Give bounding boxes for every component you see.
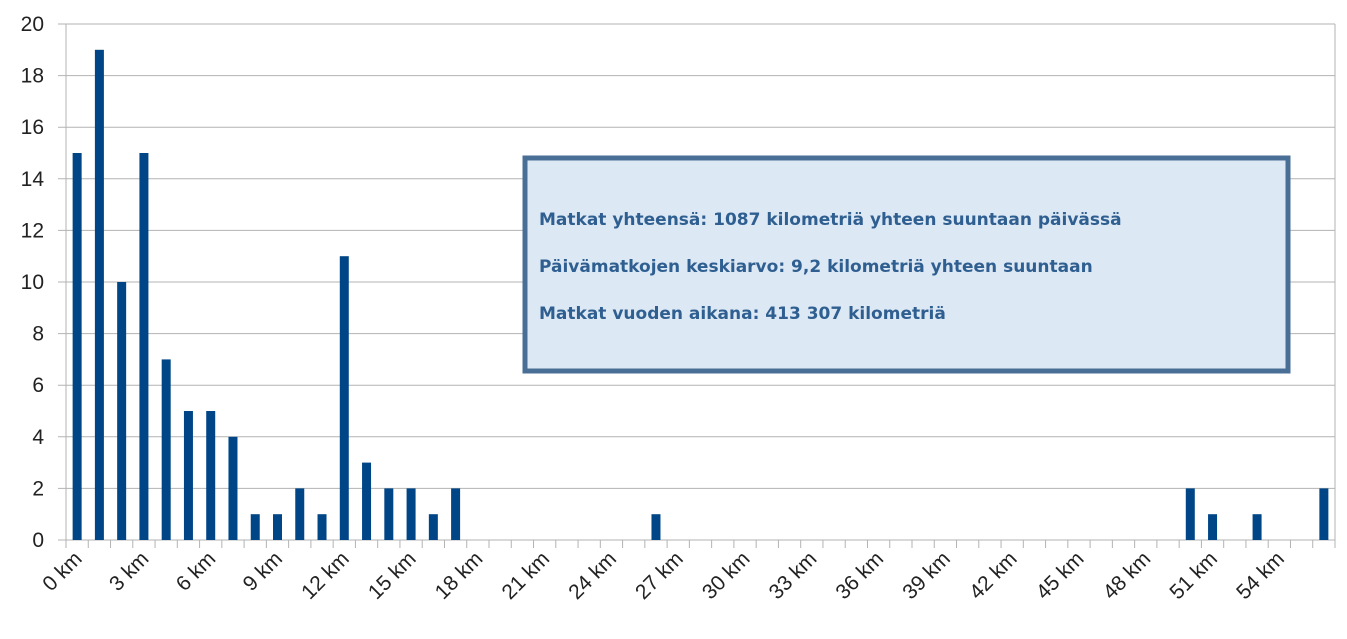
x-tick-label: 42 km — [965, 547, 1022, 604]
x-tick-label: 6 km — [172, 547, 220, 595]
y-tick-label: 14 — [21, 168, 45, 191]
y-tick-label: 10 — [21, 271, 44, 294]
bar — [183, 411, 193, 540]
bar — [317, 514, 327, 540]
y-tick-label: 0 — [32, 529, 44, 552]
x-tick-label: 27 km — [631, 547, 688, 604]
y-tick-label: 12 — [21, 219, 44, 242]
bar — [161, 359, 171, 540]
x-tick-label: 21 km — [497, 547, 554, 604]
x-tick-label: 12 km — [297, 547, 354, 604]
x-tick-label: 33 km — [765, 547, 822, 604]
bar — [651, 514, 661, 540]
bar — [384, 488, 394, 540]
x-tick-label: 48 km — [1099, 547, 1156, 604]
x-tick-label: 51 km — [1165, 547, 1222, 604]
x-tick-label: 24 km — [564, 547, 621, 604]
x-tick-label: 36 km — [831, 547, 888, 604]
y-tick-label: 2 — [32, 477, 44, 500]
y-tick-label: 4 — [32, 426, 44, 449]
y-tick-label: 18 — [21, 65, 44, 88]
annotation: Päivämatkojen keskiarvo: 9,2 kilometriä … — [539, 257, 1093, 277]
bar — [1319, 488, 1329, 540]
x-tick-label: 3 km — [105, 547, 153, 595]
annotation: Matkat vuoden aikana: 413 307 kilometriä — [539, 304, 946, 324]
bar — [1208, 514, 1218, 540]
x-tick-label: 18 km — [431, 547, 488, 604]
bar — [72, 153, 82, 540]
x-tick-label: 39 km — [898, 547, 955, 604]
bar — [273, 514, 282, 540]
y-tick-label: 20 — [21, 13, 44, 36]
bar — [250, 514, 260, 540]
bar — [206, 411, 216, 540]
x-tick-label: 30 km — [698, 547, 755, 604]
bar — [117, 282, 127, 540]
y-tick-label: 8 — [32, 323, 44, 346]
annotation-box — [522, 155, 1291, 374]
y-tick-label: 16 — [21, 116, 44, 139]
x-tick-label: 9 km — [239, 547, 287, 595]
bar — [1252, 514, 1262, 540]
y-tick-label: 6 — [32, 374, 44, 397]
bar — [94, 49, 104, 541]
bar — [295, 488, 305, 540]
x-tick-label: 0 km — [38, 547, 86, 595]
bar — [228, 436, 238, 540]
x-tick-label: 45 km — [1032, 547, 1089, 604]
x-tick-label: 15 km — [364, 547, 421, 604]
bar — [1185, 488, 1195, 540]
bar — [406, 488, 416, 540]
bar — [139, 153, 149, 540]
bar — [362, 462, 372, 540]
bar — [428, 514, 438, 540]
annotation: Matkat yhteensä: 1087 kilometriä yhteen … — [539, 210, 1122, 230]
x-tick-label: 54 km — [1232, 547, 1289, 604]
bar — [451, 488, 461, 540]
bar — [339, 256, 349, 540]
